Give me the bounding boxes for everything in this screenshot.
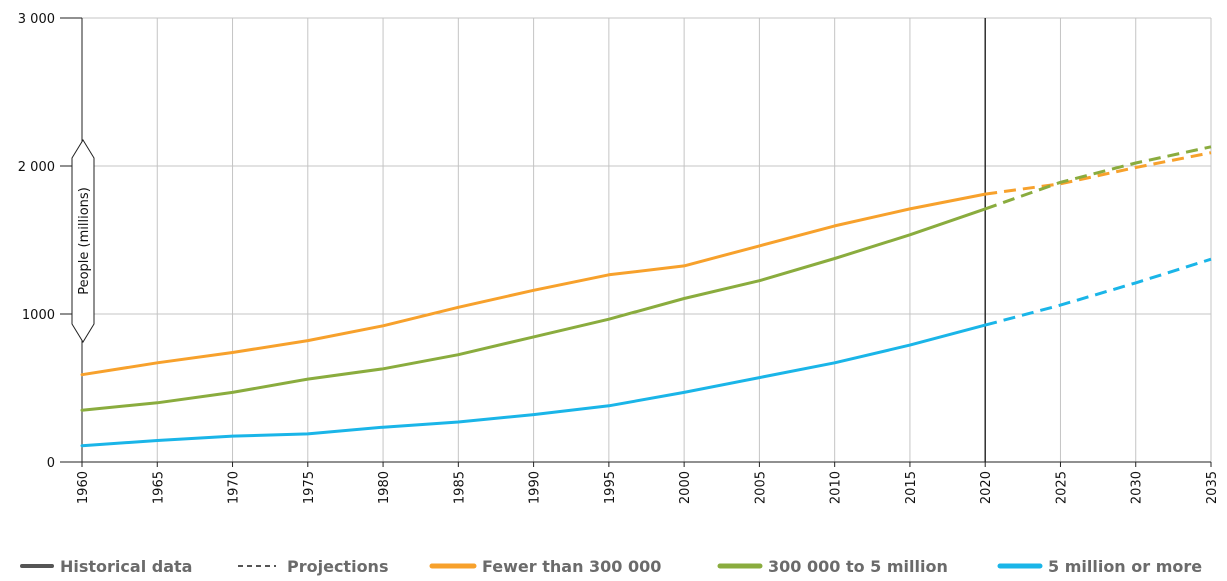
- y-axis-label-arrow-box: [71, 139, 95, 343]
- series-line-historical-0: [80, 192, 987, 377]
- x-tick-label: 1970: [227, 471, 242, 504]
- series-line-historical-2: [80, 323, 987, 448]
- x-tick-label: 1980: [377, 471, 392, 504]
- x-tick-labels: 1960 1965 1970 1975 1980 1985 1990 1995 2000 2005…: [76, 471, 1220, 504]
- x-tick-label: 2030: [1130, 471, 1145, 504]
- legend: Historical data Projections Fewer than 300…: [20, 557, 1202, 576]
- x-tick-label: 2005: [753, 471, 768, 504]
- y-tick-label: 2 000: [18, 160, 55, 175]
- series-line-projection-2: [984, 257, 1212, 327]
- x-tick-label: 2000: [678, 471, 693, 504]
- legend-label-historical: Historical data: [60, 557, 192, 576]
- x-tick-label: 1960: [76, 471, 91, 504]
- x-tick-label: 1975: [302, 471, 317, 504]
- grid: [82, 17, 1212, 462]
- x-tick-label: 1995: [603, 471, 618, 504]
- y-tick-label: 1000: [22, 308, 55, 323]
- x-tick-label: 2015: [904, 471, 919, 504]
- x-tick-label: 2010: [829, 471, 844, 504]
- x-tick-label: 2035: [1205, 471, 1220, 504]
- legend-label-projections: Projections: [287, 557, 388, 576]
- x-tick-label: 1990: [528, 471, 543, 504]
- y-tick-labels: 0 1000 2 000 3 000: [18, 12, 55, 471]
- series-line-projection-1: [984, 145, 1212, 211]
- x-tick-label: 1965: [151, 471, 166, 504]
- x-tick-label: 2020: [979, 471, 994, 504]
- y-tick-label: 3 000: [18, 12, 55, 27]
- x-tick-label: 2025: [1054, 471, 1069, 504]
- legend-label-series-1: 300 000 to 5 million: [768, 557, 948, 576]
- axes: [60, 17, 1212, 467]
- y-tick-label: 0: [47, 456, 55, 471]
- x-tick-label: 1985: [452, 471, 467, 504]
- series-line-historical-1: [80, 207, 987, 412]
- y-axis-label: People (millions): [77, 187, 92, 295]
- legend-label-series-0: Fewer than 300 000: [482, 557, 661, 576]
- legend-label-series-2: 5 million or more: [1048, 557, 1202, 576]
- y-axis-label-group: People (millions): [71, 139, 95, 343]
- series-lines: [80, 145, 1212, 448]
- series-line-projection-0: [984, 151, 1212, 196]
